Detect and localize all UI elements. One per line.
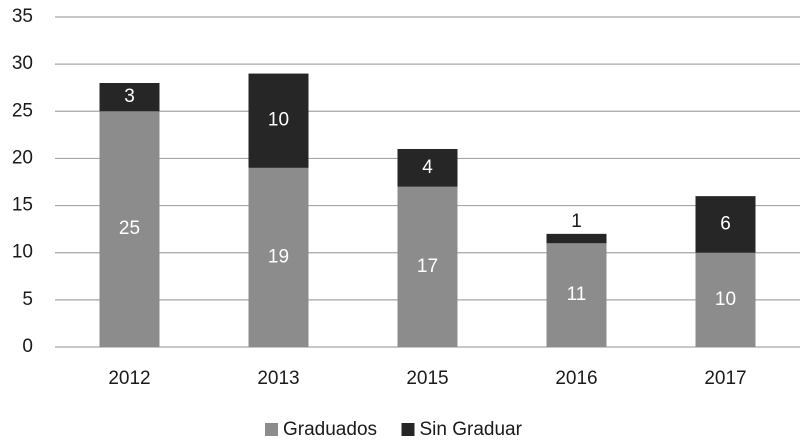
y-tick-label: 25 [12, 100, 33, 121]
x-tick-label: 2015 [406, 368, 448, 389]
legend-swatch [401, 423, 415, 436]
x-tick-label: 2013 [257, 368, 299, 389]
data-label: 11 [567, 284, 587, 305]
data-label: 19 [268, 246, 289, 267]
y-tick-label: 0 [22, 336, 33, 357]
bar-segment [695, 196, 756, 253]
y-tick-label: 20 [12, 147, 33, 168]
y-tick-label: 30 [12, 53, 33, 74]
bar-segment [546, 233, 607, 244]
x-tick-label: 2016 [555, 368, 597, 389]
bar-segment [695, 252, 756, 347]
y-tick-label: 35 [12, 6, 33, 27]
legend-label: Sin Graduar [420, 419, 523, 440]
data-label: 10 [268, 110, 289, 131]
data-label: 25 [119, 218, 140, 239]
data-label: 3 [124, 86, 135, 107]
bar-segment [99, 83, 160, 112]
x-tick-label: 2012 [108, 368, 150, 389]
bar-segment [248, 167, 309, 347]
data-label: 17 [417, 256, 438, 277]
data-label: 4 [422, 157, 433, 178]
bar-segment [248, 73, 309, 168]
bar-segment [546, 243, 607, 347]
y-tick-label: 5 [22, 289, 33, 310]
data-label: 10 [715, 289, 736, 310]
y-tick-label: 15 [12, 195, 33, 216]
data-label: 1 [571, 211, 582, 232]
legend-label: Graduados [283, 419, 377, 440]
bar-segment [99, 111, 160, 348]
legend-swatch [265, 423, 278, 436]
bar-segment [397, 149, 458, 187]
y-tick-label: 10 [12, 242, 33, 263]
data-label: 6 [720, 213, 731, 234]
bar-segment [397, 186, 458, 347]
x-tick-label: 2017 [704, 368, 746, 389]
